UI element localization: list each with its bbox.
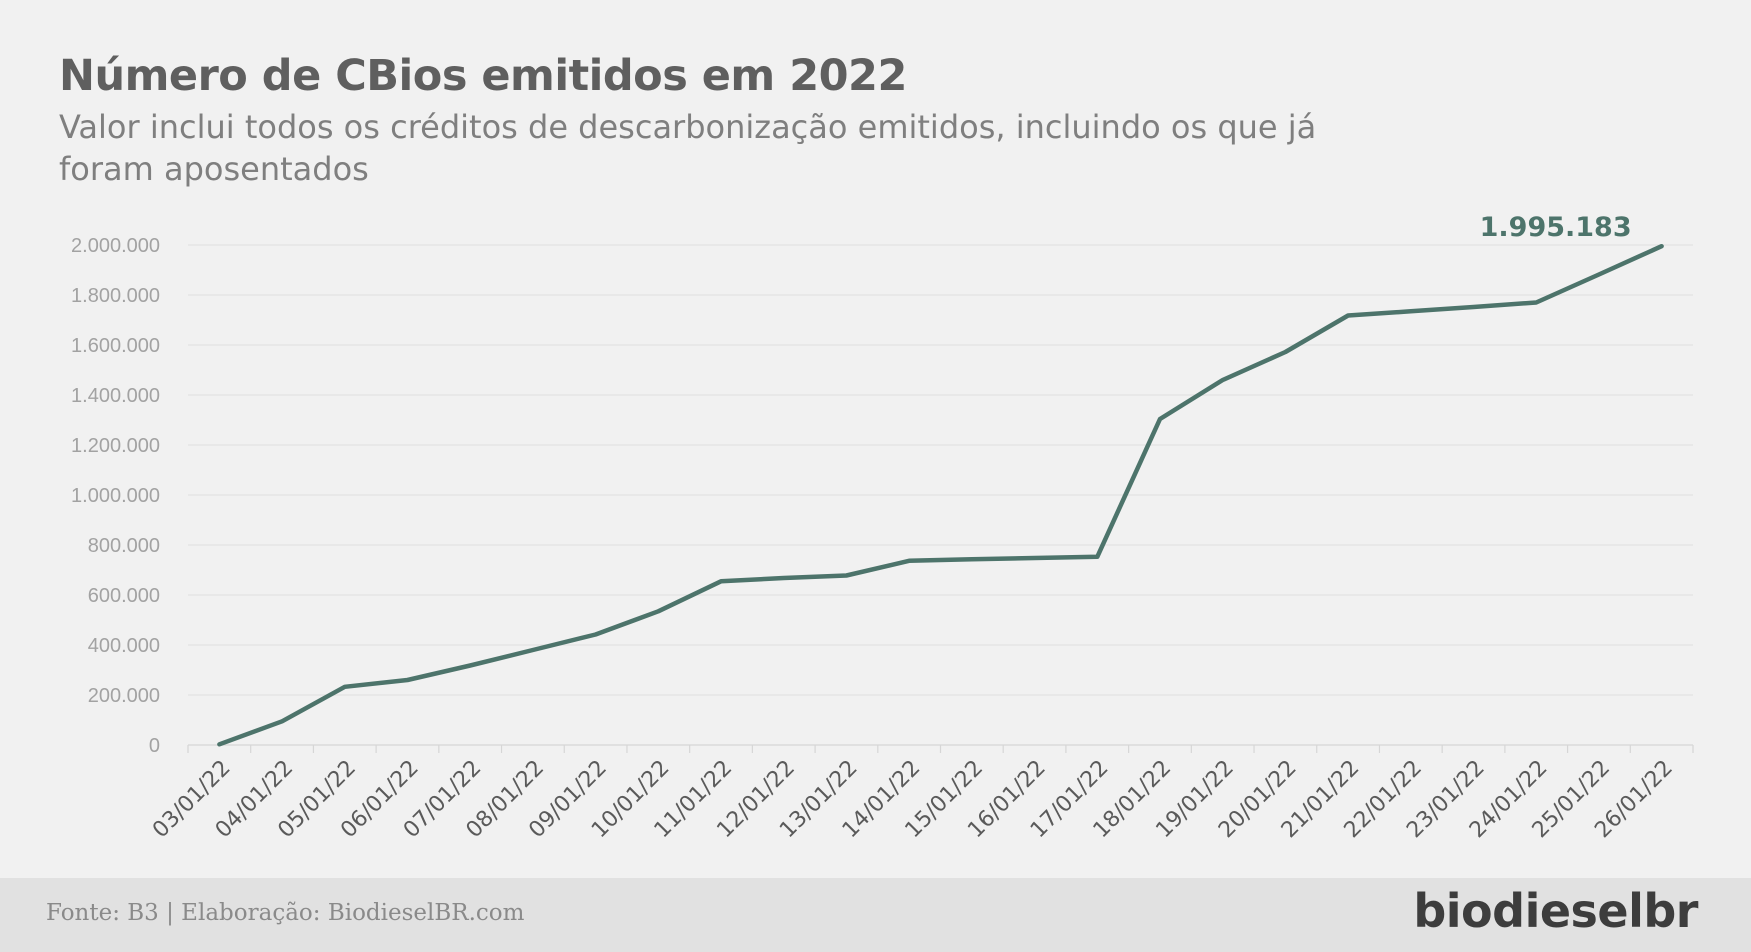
y-tick-label: 1.400.000: [71, 385, 160, 407]
y-tick-label: 400.000: [88, 635, 160, 657]
source-note: Fonte: B3 | Elaboração: BiodieselBR.com: [46, 900, 525, 926]
y-tick-label: 1.600.000: [71, 335, 160, 357]
y-tick-label: 1.000.000: [71, 485, 160, 507]
series-line: [217, 243, 1664, 747]
y-tick-label: 2.000.000: [71, 235, 160, 257]
y-tick-label: 1.200.000: [71, 435, 160, 457]
y-tick-label: 1.800.000: [71, 285, 160, 307]
chart-header: Número de CBios emitidos em 2022 Valor i…: [59, 46, 1359, 190]
y-tick-label: 200.000: [88, 685, 160, 707]
chart-subtitle: Valor inclui todos os créditos de descar…: [59, 108, 1317, 188]
brand-logo: biodieselbr: [1413, 884, 1698, 938]
chart-title: Número de CBios emitidos em 2022: [59, 51, 907, 101]
line-chart: 0 200.000 400.000 600.000 800.000 1.000.000 1.…: [71, 212, 1694, 843]
y-tick-label: 800.000: [88, 535, 160, 557]
y-tick-label: 600.000: [88, 585, 160, 607]
data-label: 1.995.183: [1480, 212, 1632, 243]
y-tick-label: 0: [149, 735, 160, 757]
footer: Fonte: B3 | Elaboração: BiodieselBR.com …: [0, 878, 1751, 952]
